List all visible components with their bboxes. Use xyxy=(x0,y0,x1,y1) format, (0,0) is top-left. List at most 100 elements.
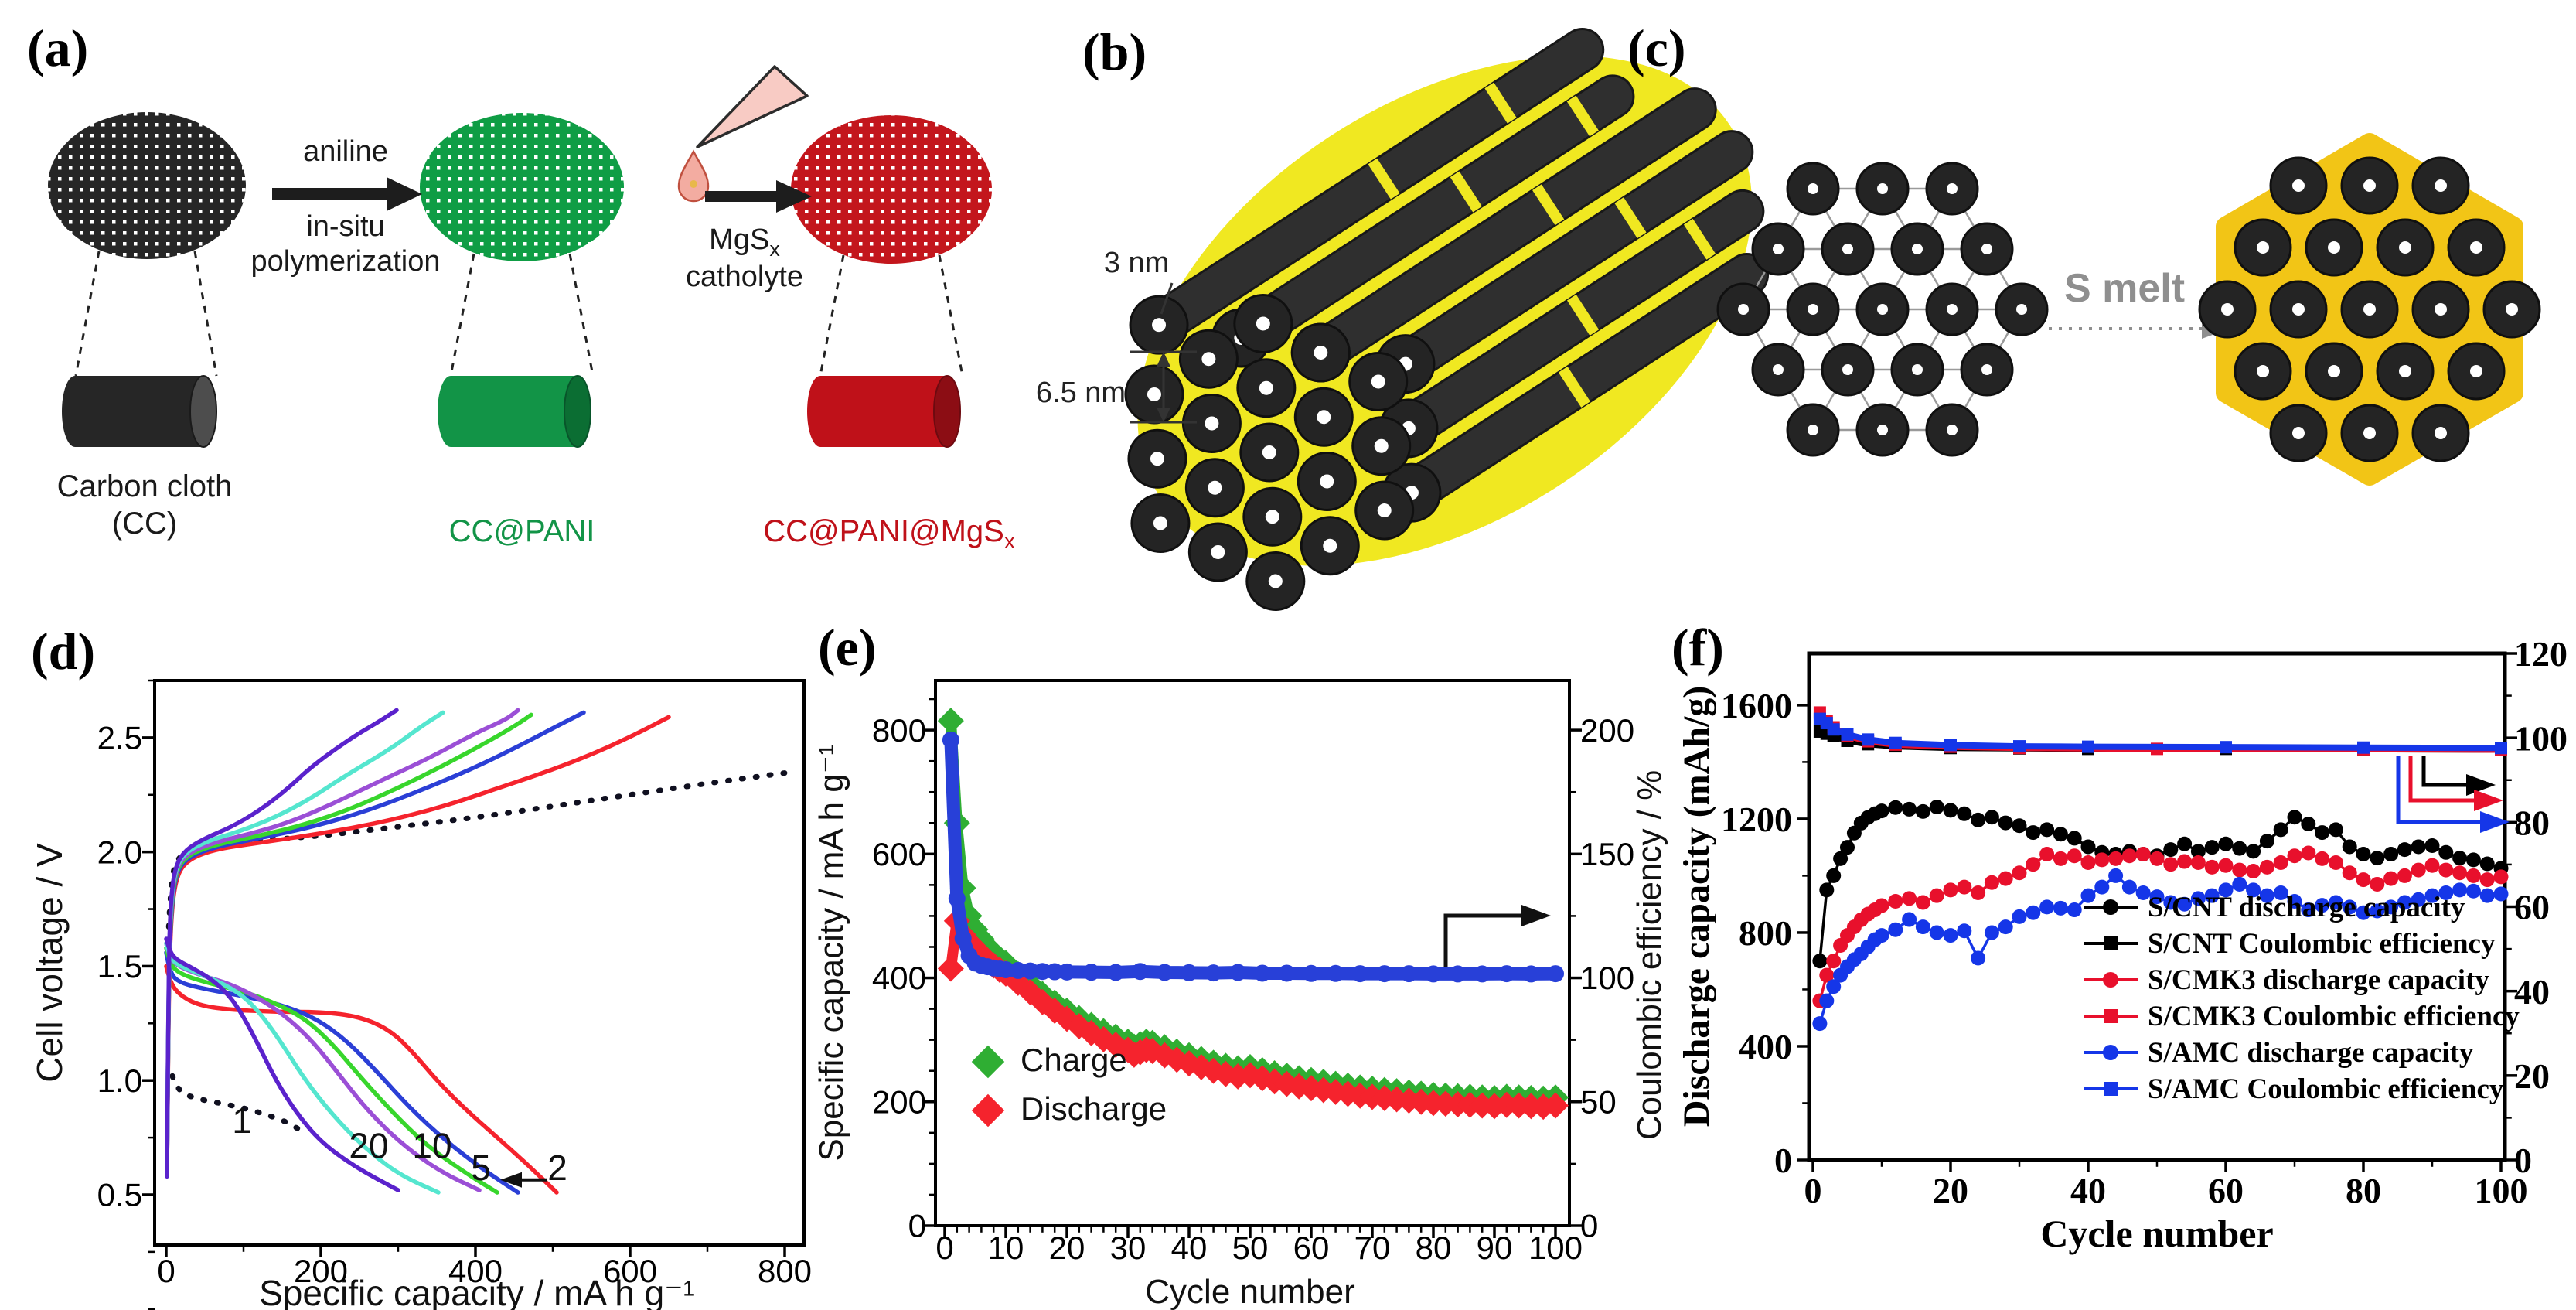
series-cycle-20-charge xyxy=(165,708,399,1179)
left-y-ticks: 0 200 400 600 800 xyxy=(872,698,935,1244)
panel-e-label: (e) xyxy=(818,618,876,677)
condition-polymerization: polymerization xyxy=(251,245,441,278)
svg-text:200: 200 xyxy=(872,1083,926,1120)
svg-text:1600: 1600 xyxy=(1721,686,1792,725)
svg-text:2: 2 xyxy=(547,1148,567,1188)
svg-text:60: 60 xyxy=(1293,1230,1330,1266)
series-cycle-1-discharge xyxy=(169,1073,305,1134)
svg-text:50: 50 xyxy=(1580,1083,1617,1120)
svg-text:80: 80 xyxy=(1416,1230,1452,1266)
svg-text:80: 80 xyxy=(2346,1171,2381,1210)
dim-65nm: 6.5 nm xyxy=(1036,377,1126,409)
pani-fibre xyxy=(438,375,591,448)
svg-text:S/CNT discharge capacity: S/CNT discharge capacity xyxy=(2148,892,2465,923)
f-y-axis-title: Discharge capacity (mAh/g) xyxy=(1676,686,1717,1127)
d-y-axis-title: Cell voltage / V xyxy=(29,843,70,1083)
svg-text:800: 800 xyxy=(1739,913,1792,953)
series-cycle-2-discharge xyxy=(164,964,559,1195)
e-y-axis-title: Specific capacity / mA h g⁻¹ xyxy=(813,744,850,1161)
svg-text:400: 400 xyxy=(872,960,926,996)
svg-text:200: 200 xyxy=(294,1253,348,1289)
sulfur-filled-lattice xyxy=(2198,156,2541,462)
s-melt-text: S melt xyxy=(2064,266,2185,311)
svg-text:20: 20 xyxy=(1049,1230,1085,1266)
zoom-dashes xyxy=(74,251,964,377)
cc-pani-mgsx-disc xyxy=(791,115,992,264)
svg-text:S/AMC discharge capacity: S/AMC discharge capacity xyxy=(2148,1037,2474,1069)
series-cycle-1-charge xyxy=(165,769,796,958)
cc-fibre xyxy=(62,375,217,448)
condition-insitu: in-situ xyxy=(306,210,384,243)
svg-text:50: 50 xyxy=(1232,1230,1269,1266)
dim-65nm-arrowhead-up xyxy=(1157,352,1170,367)
series-discharge-blue-unlabeled- xyxy=(164,950,520,1195)
d-annotations: 1 20 10 5 2 xyxy=(232,1100,567,1188)
svg-text:90: 90 xyxy=(1477,1230,1513,1266)
svg-text:800: 800 xyxy=(872,712,926,749)
svg-text:60: 60 xyxy=(2514,888,2550,927)
svg-text:Discharge: Discharge xyxy=(1021,1090,1167,1127)
svg-text:30: 30 xyxy=(1110,1230,1147,1266)
svg-text:80: 80 xyxy=(2514,803,2550,842)
svg-text:60: 60 xyxy=(2208,1171,2244,1210)
svg-text:20: 20 xyxy=(1933,1171,1968,1210)
series-cycle-10-charge xyxy=(165,710,445,1175)
x-ticks: 0 10 20 30 40 50 60 70 80 90 100 xyxy=(935,1226,1583,1266)
svg-text:100: 100 xyxy=(1580,960,1634,996)
svg-text:600: 600 xyxy=(872,836,926,872)
e-legend: Charge Discharge xyxy=(971,1042,1167,1127)
d-x-axis-title: Specific capacity / mA h g⁻¹ xyxy=(259,1273,695,1310)
mgsx-fibre xyxy=(807,375,961,448)
empty-carbon-lattice xyxy=(1716,162,2049,457)
svg-text:2.0: 2.0 xyxy=(97,834,142,870)
svg-text:0: 0 xyxy=(935,1230,953,1266)
f-right-axis-arrows xyxy=(2396,756,2510,833)
markers-coulombic-efficiency xyxy=(942,731,1564,983)
markers-s-amc-coulombic-efficiency xyxy=(1813,712,2507,755)
material-label-ccpani: CC@PANI xyxy=(449,514,595,548)
svg-text:0.5: 0.5 xyxy=(97,1177,142,1213)
d-series xyxy=(164,708,796,1195)
panel-f-label: (f) xyxy=(1671,618,1724,677)
right-y-ticks: 0 20 40 60 80 100 120 xyxy=(2505,634,2567,1180)
svg-text:600: 600 xyxy=(603,1253,657,1289)
svg-text:0: 0 xyxy=(1774,1141,1792,1180)
panel-a-label: (a) xyxy=(27,19,88,77)
svg-text:100: 100 xyxy=(2514,718,2567,758)
svg-text:150: 150 xyxy=(1580,836,1634,872)
carbon-cloth-disc xyxy=(48,112,246,259)
svg-text:S/CMK3 Coulombic efficiency: S/CMK3 Coulombic efficiency xyxy=(2148,1001,2520,1032)
dim-65nm-arrowhead-down xyxy=(1157,408,1170,422)
svg-text:100: 100 xyxy=(1528,1230,1583,1266)
svg-text:40: 40 xyxy=(1171,1230,1208,1266)
f-plot: 0 20 40 60 80 1000400800120016000204060801001… xyxy=(1721,634,2567,1210)
series-cycle-20-discharge xyxy=(164,936,400,1192)
f-legend: S/CNT discharge capacity S/CNT Coulombic … xyxy=(2084,892,2520,1105)
svg-text:10: 10 xyxy=(988,1230,1024,1266)
svg-text:0: 0 xyxy=(157,1253,175,1289)
reaction-arrow-1 xyxy=(272,177,422,211)
droplet-icon xyxy=(677,149,710,203)
e-series xyxy=(937,708,1569,1121)
left-y-ticks: 0.5 1.0 1.5 2.0 2.5 xyxy=(97,679,155,1310)
nanotube-rods xyxy=(1154,28,1770,503)
panel-c-label: (c) xyxy=(1627,19,1685,77)
svg-text:5: 5 xyxy=(471,1148,491,1188)
svg-text:1.0: 1.0 xyxy=(97,1063,142,1099)
svg-text:1200: 1200 xyxy=(1721,800,1792,839)
right-y-ticks: 0 50 100 150 200 xyxy=(1569,712,1634,1244)
e-x-axis-title: Cycle number xyxy=(1145,1273,1354,1310)
markers-s-amc-discharge-capacity xyxy=(1812,868,2509,1032)
svg-text:2.5: 2.5 xyxy=(97,720,142,756)
svg-text:40: 40 xyxy=(2070,1171,2106,1210)
f-x-axis-title: Cycle number xyxy=(2040,1212,2273,1255)
x-ticks: 0 200 400 600 800 xyxy=(157,1245,812,1289)
svg-text:Charge: Charge xyxy=(1021,1042,1127,1078)
svg-text:100: 100 xyxy=(2475,1171,2528,1210)
svg-text:0: 0 xyxy=(1804,1171,1822,1210)
chart-e: (e) Specific capacity / mA h g⁻¹ Coulomb… xyxy=(813,618,1668,1310)
material-label-ccpanimgsx: CC@PANI@MgSx xyxy=(763,514,1015,553)
left-y-ticks: 0 400 800 1200 1600 xyxy=(1721,686,1809,1180)
dim-3nm: 3 nm xyxy=(1104,247,1169,279)
